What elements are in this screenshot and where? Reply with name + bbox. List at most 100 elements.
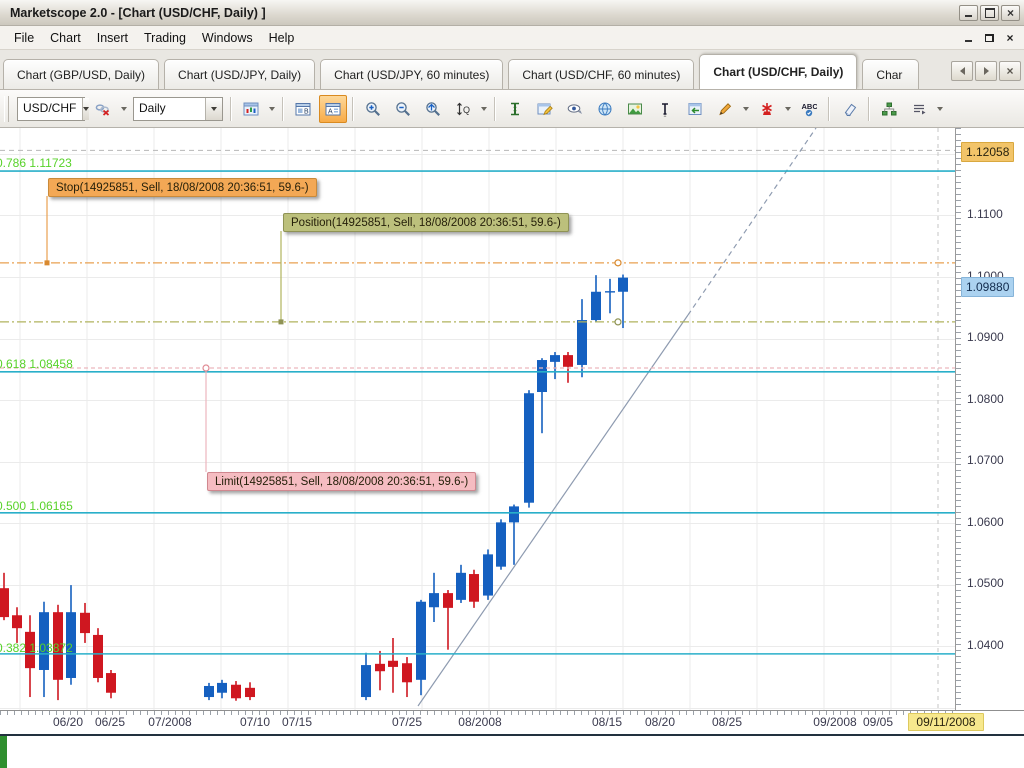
tab-close-button[interactable]: × bbox=[999, 61, 1021, 81]
auto-scale-icon[interactable]: Q bbox=[449, 95, 477, 123]
svg-text:B: B bbox=[304, 108, 309, 115]
close-button[interactable]: × bbox=[1001, 4, 1020, 21]
price-label: 1.0400 bbox=[967, 638, 1004, 652]
fib-level-label: 0.500 1.06165 bbox=[0, 499, 73, 513]
vertical-scale-icon[interactable] bbox=[501, 95, 529, 123]
child-restore-button[interactable] bbox=[981, 31, 997, 45]
price-axis[interactable]: 1.1100 1.1000 1.0900 1.0800 1.0700 1.0600 1.05… bbox=[955, 128, 1024, 710]
date-label: 08/25 bbox=[711, 715, 743, 729]
chart-tab-4[interactable]: Chart (USD/CHF, 60 minutes) bbox=[508, 59, 695, 89]
bottom-left-accent bbox=[0, 736, 7, 768]
data-window-icon[interactable]: B bbox=[289, 95, 317, 123]
chart-tab-5[interactable]: Chart (USD/CHF, Daily) bbox=[699, 54, 858, 89]
date-label: 09/2008 bbox=[813, 715, 857, 729]
auto-scale-icon-dropdown[interactable] bbox=[478, 96, 489, 122]
marker-tool-icon[interactable] bbox=[753, 95, 781, 123]
minimize-button[interactable] bbox=[959, 4, 978, 21]
menu-insert[interactable]: Insert bbox=[96, 30, 128, 45]
child-minimize-button[interactable] bbox=[960, 31, 976, 45]
child-close-button[interactable]: × bbox=[1002, 31, 1018, 45]
toolbar-overflow-icon[interactable] bbox=[905, 95, 933, 123]
toolbar-grip[interactable] bbox=[4, 95, 9, 122]
date-label: 07/25 bbox=[391, 715, 423, 729]
tabbar: Chart (GBP/USD, Daily) Chart (USD/JPY, Da… bbox=[0, 50, 1024, 90]
visibility-icon[interactable] bbox=[561, 95, 589, 123]
menu-file[interactable]: File bbox=[14, 30, 35, 45]
date-label: 06/25 bbox=[94, 715, 126, 729]
scroll-right-icon bbox=[983, 67, 989, 75]
unlink-icon[interactable] bbox=[89, 95, 117, 123]
bottom-strip bbox=[0, 734, 1024, 768]
toolbar-separator bbox=[230, 96, 232, 121]
alert-price-badge: 1.12058 bbox=[961, 142, 1015, 162]
future-date-badge: 09/11/2008 bbox=[908, 713, 984, 731]
date-label: 08/2008 bbox=[458, 715, 502, 729]
period-select-value: Daily bbox=[139, 100, 166, 115]
eraser-icon[interactable] bbox=[835, 95, 863, 123]
chart-tab-1[interactable]: Chart (GBP/USD, Daily) bbox=[3, 59, 160, 89]
tab-scroll-left-button[interactable] bbox=[951, 61, 973, 81]
child-minimize-icon bbox=[964, 39, 972, 42]
zoom-out-icon[interactable] bbox=[389, 95, 417, 123]
stop-order-label[interactable]: Stop(14925851, Sell, 18/08/2008 20:36:51… bbox=[48, 178, 317, 197]
chart-area: 0.786 1.11723 0.618 1.08458 0.500 1.06165 0… bbox=[0, 128, 1024, 710]
symbol-select[interactable]: USD/CHF bbox=[17, 96, 90, 121]
minimize-icon bbox=[965, 15, 972, 17]
text-tool-icon[interactable] bbox=[651, 95, 679, 123]
date-label: 08/20 bbox=[644, 715, 676, 729]
menu-trading[interactable]: Trading bbox=[144, 30, 186, 45]
maximize-icon bbox=[984, 7, 995, 18]
chart-tab-3[interactable]: Chart (USD/JPY, 60 minutes) bbox=[320, 59, 504, 89]
marker-tool-icon-dropdown[interactable] bbox=[782, 96, 793, 122]
maximize-button[interactable] bbox=[980, 4, 999, 21]
scroll-left-icon bbox=[959, 67, 965, 75]
tab-scroll-right-button[interactable] bbox=[975, 61, 997, 81]
chart-type-icon[interactable] bbox=[237, 95, 265, 123]
annotation-panel-icon[interactable]: A bbox=[319, 94, 347, 123]
date-label: 08/15 bbox=[591, 715, 623, 729]
period-select-dropdown[interactable] bbox=[205, 97, 222, 120]
insert-window-icon[interactable] bbox=[681, 95, 709, 123]
date-axis[interactable]: 06/20 06/25 07/2008 07/10 07/15 07/25 08/2008 0… bbox=[0, 710, 1024, 734]
toolbar-separator bbox=[828, 96, 830, 121]
position-order-label[interactable]: Position(14925851, Sell, 18/08/2008 20:3… bbox=[283, 213, 569, 232]
draw-pencil-icon-dropdown[interactable] bbox=[740, 96, 751, 122]
menubar: File Chart Insert Trading Windows Help × bbox=[0, 26, 1024, 50]
toolbar-separator bbox=[282, 96, 284, 121]
price-label: 1.0900 bbox=[967, 330, 1004, 344]
fib-level-label: 0.382 1.03872 bbox=[0, 641, 73, 655]
child-close-icon: × bbox=[1006, 30, 1014, 45]
date-label: 07/15 bbox=[281, 715, 313, 729]
fib-level-label: 0.786 1.11723 bbox=[0, 156, 72, 170]
chart-type-icon-dropdown[interactable] bbox=[266, 96, 277, 122]
draw-pencil-icon[interactable] bbox=[711, 95, 739, 123]
menu-windows[interactable]: Windows bbox=[201, 30, 253, 45]
chart-tab-2[interactable]: Chart (USD/JPY, Daily) bbox=[164, 59, 316, 89]
chart-tab-6[interactable]: Char bbox=[862, 59, 920, 89]
toolbar-overflow-icon-dropdown[interactable] bbox=[934, 96, 945, 122]
zoom-in-icon[interactable] bbox=[359, 95, 387, 123]
zoom-select-icon[interactable] bbox=[419, 95, 447, 123]
limit-order-label[interactable]: Limit(14925851, Sell, 18/08/2008 20:36:5… bbox=[207, 472, 477, 491]
spell-check-icon[interactable]: ABC bbox=[795, 95, 823, 123]
svg-text:A: A bbox=[328, 108, 333, 115]
hierarchy-icon[interactable] bbox=[875, 95, 903, 123]
child-restore-icon bbox=[984, 33, 994, 42]
price-label: 1.0700 bbox=[967, 453, 1004, 467]
menu-chart[interactable]: Chart bbox=[50, 30, 81, 45]
period-select[interactable]: Daily bbox=[133, 96, 223, 121]
edit-properties-icon[interactable] bbox=[531, 95, 559, 123]
date-label: 07/10 bbox=[239, 715, 271, 729]
web-icon[interactable] bbox=[591, 95, 619, 123]
toolbar-separator bbox=[352, 96, 354, 121]
date-label: 09/05 bbox=[862, 715, 894, 729]
fib-level-label: 0.618 1.08458 bbox=[0, 357, 73, 371]
add-image-icon[interactable] bbox=[621, 95, 649, 123]
symbol-select-dropdown[interactable] bbox=[82, 97, 90, 120]
date-axis-ticks bbox=[0, 711, 955, 715]
menu-help[interactable]: Help bbox=[268, 30, 295, 45]
date-label: 07/2008 bbox=[148, 715, 192, 729]
toolbar-separator bbox=[494, 96, 496, 121]
symbol-select-value: USD/CHF bbox=[23, 100, 77, 115]
unlink-icon-dropdown[interactable] bbox=[118, 96, 129, 122]
